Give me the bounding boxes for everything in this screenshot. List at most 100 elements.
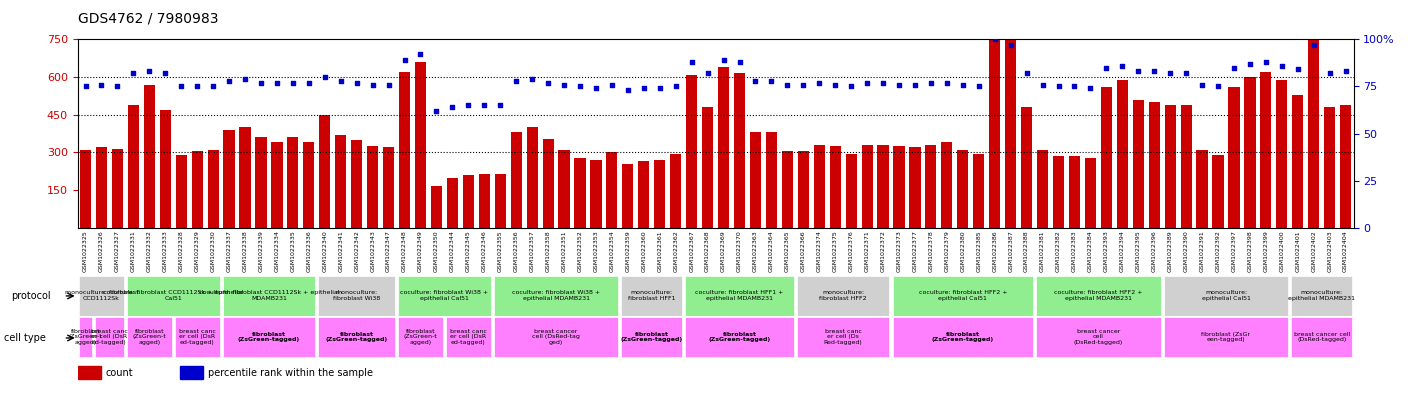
FancyBboxPatch shape [1292,317,1352,357]
Text: GSM1022350: GSM1022350 [434,230,439,272]
Bar [1132,100,1144,228]
Point [633,85,656,92]
Text: GSM1022341: GSM1022341 [338,230,343,272]
Text: monoculture:
fibroblast HFF1: monoculture: fibroblast HFF1 [627,290,675,301]
Text: GSM1022354: GSM1022354 [609,230,615,272]
Text: breast cancer
cell (DsRed-tag
ged): breast cancer cell (DsRed-tag ged) [532,329,580,345]
Point [712,57,735,63]
Point [616,87,639,94]
Text: coculture: fibroblast HFF2 +
epithelial MDAMB231: coculture: fibroblast HFF2 + epithelial … [1055,290,1142,301]
Point [457,102,479,108]
Text: GSM1022389: GSM1022389 [1167,230,1173,272]
FancyBboxPatch shape [127,317,172,357]
Bar [431,186,441,228]
Bar [1005,37,1017,228]
Point [441,104,464,110]
Bar [622,164,633,228]
FancyBboxPatch shape [622,276,682,316]
Point [298,79,320,86]
Bar [462,175,474,228]
Bar [990,19,1000,228]
Text: GSM1022374: GSM1022374 [816,230,822,272]
Text: GSM1022352: GSM1022352 [578,230,582,272]
Bar [735,73,744,228]
Text: fibroblast
(ZsGreen-tagged): fibroblast (ZsGreen-tagged) [238,332,300,342]
Bar [128,105,140,228]
Text: GSM1022401: GSM1022401 [1296,230,1300,272]
Point [808,79,830,86]
FancyBboxPatch shape [223,317,316,357]
Bar [192,151,203,228]
Text: GSM1022328: GSM1022328 [179,230,183,272]
Text: GSM1022358: GSM1022358 [546,230,550,272]
Text: GSM1022326: GSM1022326 [99,230,104,272]
Point [1079,85,1101,92]
Point [697,70,719,76]
FancyBboxPatch shape [94,317,124,357]
Text: GSM1022380: GSM1022380 [960,230,966,272]
Point [728,59,750,65]
Bar [1340,105,1351,228]
Point [250,79,272,86]
Text: GSM1022370: GSM1022370 [737,230,742,272]
Point [888,81,911,88]
Bar [1292,95,1303,228]
Text: GSM1022338: GSM1022338 [243,230,248,272]
Point [1207,83,1230,90]
FancyBboxPatch shape [319,317,395,357]
Bar [718,67,729,228]
Bar [814,145,825,228]
Point [1015,70,1038,76]
Point [202,83,224,90]
Bar [288,138,299,228]
Point [90,81,113,88]
Point [1096,64,1118,71]
Point [186,83,209,90]
Text: GSM1022346: GSM1022346 [482,230,486,272]
Text: coculture: fibroblast Wi38 +
epithelial MDAMB231: coculture: fibroblast Wi38 + epithelial … [512,290,601,301]
Bar [558,150,570,228]
Text: fibroblast
(ZsGreen-tagged): fibroblast (ZsGreen-tagged) [620,332,682,342]
Text: GSM1022362: GSM1022362 [673,230,678,272]
Bar [1021,107,1032,228]
Bar [479,174,489,228]
Text: count: count [106,368,134,378]
Point [234,76,257,82]
Text: GSM1022366: GSM1022366 [801,230,805,272]
Bar [1053,156,1065,228]
Bar [1036,150,1048,228]
Point [760,78,783,84]
FancyBboxPatch shape [175,317,220,357]
Bar [207,150,219,228]
FancyBboxPatch shape [685,317,794,357]
Bar [96,147,107,228]
FancyBboxPatch shape [223,276,316,316]
Text: GSM1022330: GSM1022330 [210,230,216,272]
Text: GSM1022349: GSM1022349 [417,230,423,272]
Point [1111,62,1134,69]
Bar [798,151,809,228]
Bar [1101,87,1112,228]
Point [505,78,527,84]
Bar [367,146,378,228]
Bar [877,145,888,228]
Text: GSM1022336: GSM1022336 [306,230,312,272]
Text: GSM1022357: GSM1022357 [530,230,534,272]
Bar [176,155,186,228]
Text: GSM1022327: GSM1022327 [116,230,120,272]
Bar [1084,158,1096,228]
Bar [670,154,681,228]
Text: GSM1022372: GSM1022372 [881,230,885,272]
Point [1159,70,1182,76]
Point [1031,81,1053,88]
Point [823,81,846,88]
Text: GSM1022404: GSM1022404 [1344,230,1348,272]
Text: GSM1022332: GSM1022332 [147,230,152,272]
Text: GSM1022379: GSM1022379 [945,230,949,272]
FancyBboxPatch shape [893,276,1034,316]
Bar [336,135,347,228]
Text: GSM1022331: GSM1022331 [131,230,135,272]
Point [1270,62,1293,69]
Bar [1228,87,1239,228]
Bar [384,147,395,228]
